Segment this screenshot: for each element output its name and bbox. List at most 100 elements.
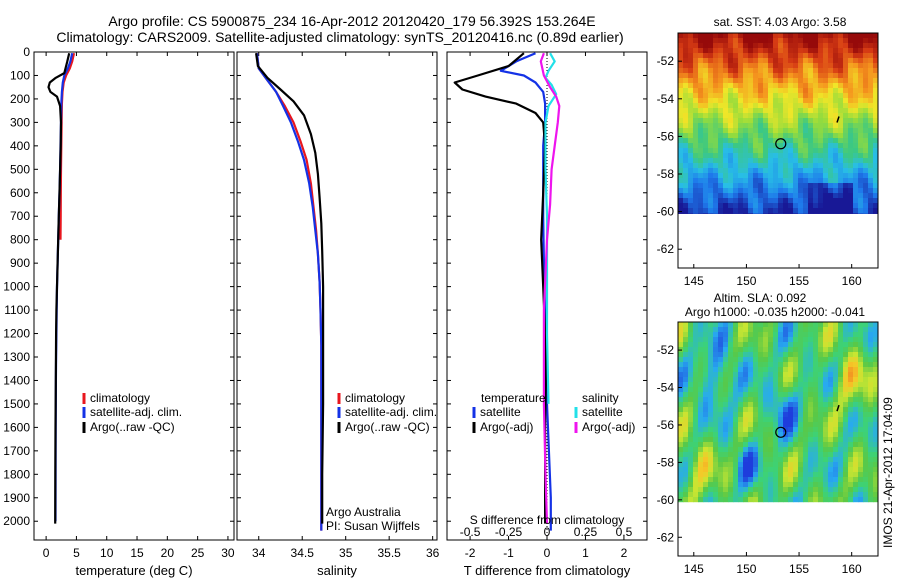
x-tick-label: 34 [252, 546, 266, 560]
map-y-tick-label: -60 [657, 205, 675, 219]
series-line [255, 53, 325, 524]
y-tick-label: 500 [10, 162, 30, 176]
y-tick-label: 400 [10, 139, 30, 153]
map-y-tick-label: -62 [657, 530, 675, 544]
x2-tick-label: -0.25 [495, 525, 523, 539]
x2-tick-label: 0.25 [574, 525, 598, 539]
sst-map: 145 150 155 160 -52 -54 -56 -58 -60 -62 [657, 32, 879, 288]
x-tick-label: 25 [191, 546, 205, 560]
legend-satellite: satellite-adj. clim. [345, 405, 437, 419]
map-field [678, 33, 879, 214]
x-tick-label: 20 [161, 546, 175, 560]
difference-xlabel: T difference from climatology [464, 563, 631, 578]
x-tick-label: 34.5 [291, 546, 315, 560]
map-y-tick-label: -52 [657, 343, 675, 357]
y-tick-label: 1700 [3, 444, 30, 458]
difference-x2label: S difference from climatology [470, 513, 625, 527]
y-tick-label: 1800 [3, 467, 30, 481]
annotation-pi: PI: Susan Wijffels [326, 519, 420, 533]
legend-argo: Argo(..raw -QC) [90, 420, 175, 434]
x-tick-label: -1 [503, 546, 514, 560]
y-tick-label: 600 [10, 186, 30, 200]
y-tick-label: 1600 [3, 420, 30, 434]
sla-map-title-line1: Altim. SLA: 0.092 [714, 291, 807, 305]
legend-t-argo: Argo(-adj) [480, 420, 533, 434]
x-tick-label: 5 [73, 546, 80, 560]
y-tick-label: 100 [10, 68, 30, 82]
temperature-panel: 0100200300400500600700800900100011001200… [3, 45, 235, 560]
difference-panel: -2-1012-0.5-0.2500.250.5temperaturesatel… [446, 51, 648, 560]
x-tick-label: 35.5 [377, 546, 401, 560]
sla-map-title-line2: Argo h1000: -0.035 h2000: -0.041 [685, 305, 865, 319]
legend-climatology: climatology [90, 391, 150, 405]
y-tick-label: 1500 [3, 397, 30, 411]
map-y-tick-label: -54 [657, 381, 675, 395]
map-x-tick-label: 145 [684, 562, 704, 576]
legend-s-argo: Argo(-adj) [582, 420, 635, 434]
series-line [499, 52, 552, 531]
argo-position-marker [775, 426, 787, 438]
legend-salinity-title: salinity [582, 391, 619, 405]
x-tick-label: 0 [43, 546, 50, 560]
y-tick-label: 0 [23, 45, 30, 59]
map-x-tick-label: 155 [789, 562, 809, 576]
figure-title-line2: Climatology: CARS2009. Satellite-adjuste… [56, 29, 623, 45]
legend-s-satellite: satellite [582, 405, 623, 419]
legend-satellite: satellite-adj. clim. [90, 405, 182, 419]
y-tick-label: 1000 [3, 280, 30, 294]
map-field [678, 322, 879, 503]
legend-t-satellite: satellite [480, 405, 521, 419]
track-mark [836, 116, 840, 123]
salinity-panel: 34 34.5 35 35.5 36 climatologysatellite-adj. … [236, 51, 440, 560]
series-line [453, 52, 547, 524]
y-tick-label: 1900 [3, 491, 30, 505]
x-tick-label: 30 [221, 546, 235, 560]
map-x-tick-label: 160 [842, 274, 862, 288]
plot-frame [236, 51, 438, 541]
salinity-xlabel: salinity [317, 563, 357, 578]
series-line [47, 52, 71, 524]
map-x-tick-label: 145 [684, 274, 704, 288]
series-line [255, 53, 323, 531]
map-y-tick-label: -58 [657, 167, 675, 181]
map-frame [677, 321, 879, 557]
legend-argo: Argo(..raw -QC) [345, 420, 430, 434]
x-tick-label: 36 [426, 546, 440, 560]
map-y-tick-label: -58 [657, 455, 675, 469]
y-tick-label: 1200 [3, 327, 30, 341]
x-tick-label: 15 [130, 546, 144, 560]
map-x-tick-label: 150 [736, 562, 756, 576]
y-tick-label: 200 [10, 92, 30, 106]
annotation-institution: Argo Australia [326, 505, 401, 519]
map-frame [677, 32, 879, 269]
y-tick-label: 300 [10, 115, 30, 129]
y-tick-label: 2000 [3, 514, 30, 528]
map-y-tick-label: -56 [657, 418, 675, 432]
map-y-tick-label: -62 [657, 242, 675, 256]
x-tick-label: 35 [339, 546, 353, 560]
x-tick-label: 0 [544, 546, 551, 560]
map-x-tick-label: 150 [736, 274, 756, 288]
series-line [539, 52, 561, 524]
x2-tick-label: 0.5 [616, 525, 633, 539]
x-tick-label: -2 [465, 546, 476, 560]
map-y-tick-label: -54 [657, 92, 675, 106]
y-tick-label: 800 [10, 233, 30, 247]
x2-tick-label: -0.5 [460, 525, 481, 539]
y-tick-label: 700 [10, 209, 30, 223]
track-mark [836, 404, 840, 412]
map-y-tick-label: -52 [657, 54, 675, 68]
sst-map-title: sat. SST: 4.03 Argo: 3.58 [714, 15, 847, 29]
map-y-tick-label: -60 [657, 493, 675, 507]
figure-title-line1: Argo profile: CS 5900875_234 16-Apr-2012… [108, 13, 595, 29]
y-tick-label: 1400 [3, 373, 30, 387]
map-x-tick-label: 160 [842, 562, 862, 576]
legend-climatology: climatology [345, 391, 405, 405]
x-tick-label: 2 [621, 546, 628, 560]
x-tick-label: 1 [582, 546, 589, 560]
legend-temperature-title: temperature [481, 391, 546, 405]
y-tick-label: 900 [10, 256, 30, 270]
temperature-xlabel: temperature (deg C) [75, 563, 192, 578]
argo-position-marker [775, 138, 787, 150]
